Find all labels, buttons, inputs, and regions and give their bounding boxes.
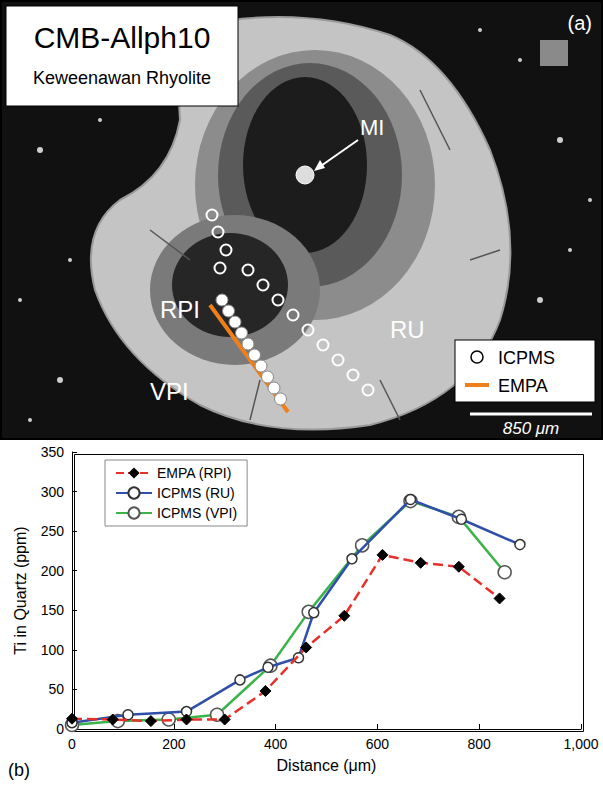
svg-text:(b): (b) xyxy=(8,760,30,780)
svg-text:0: 0 xyxy=(68,736,76,752)
svg-text:MI: MI xyxy=(360,115,384,140)
svg-text:200: 200 xyxy=(162,736,186,752)
svg-text:EMPA: EMPA xyxy=(498,376,548,396)
svg-text:EMPA (RPI): EMPA (RPI) xyxy=(157,465,231,481)
svg-text:150: 150 xyxy=(41,602,65,618)
svg-text:(a): (a) xyxy=(568,12,592,34)
svg-text:VPI: VPI xyxy=(150,378,189,405)
svg-text:400: 400 xyxy=(264,736,288,752)
svg-text:ICPMS (VPI): ICPMS (VPI) xyxy=(157,505,237,521)
svg-text:100: 100 xyxy=(41,642,65,658)
svg-text:250: 250 xyxy=(41,523,65,539)
svg-text:RU: RU xyxy=(390,316,425,343)
svg-text:800: 800 xyxy=(468,736,492,752)
svg-text:50: 50 xyxy=(48,681,64,697)
svg-text:Distance (μm): Distance (μm) xyxy=(277,757,377,774)
svg-text:CMB-Allph10: CMB-Allph10 xyxy=(34,21,211,54)
svg-text:200: 200 xyxy=(41,563,65,579)
svg-text:ICPMS (RU): ICPMS (RU) xyxy=(157,485,235,501)
svg-text:Ti in Quartz (ppm): Ti in Quartz (ppm) xyxy=(12,526,29,654)
svg-text:ICPMS: ICPMS xyxy=(498,348,555,368)
svg-text:850 μm: 850 μm xyxy=(503,419,560,438)
svg-text:0: 0 xyxy=(56,721,64,737)
svg-text:600: 600 xyxy=(366,736,390,752)
svg-text:1,000: 1,000 xyxy=(563,736,598,752)
svg-text:Keweenawan Rhyolite: Keweenawan Rhyolite xyxy=(33,68,211,88)
svg-text:350: 350 xyxy=(41,444,65,460)
svg-text:300: 300 xyxy=(41,484,65,500)
svg-text:RPI: RPI xyxy=(160,296,200,323)
